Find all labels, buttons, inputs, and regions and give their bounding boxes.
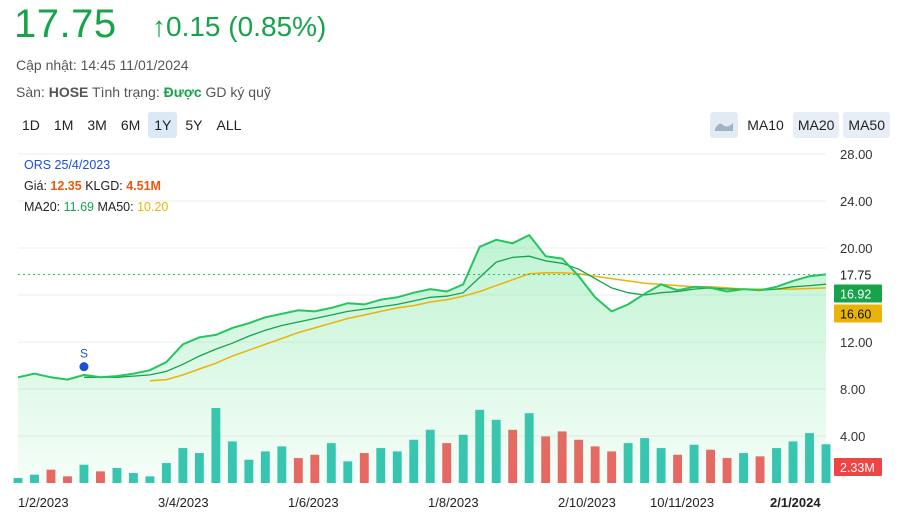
status-value: Được <box>163 84 202 100</box>
ma20-tag-bg <box>834 284 882 303</box>
area-chart-icon <box>715 123 734 131</box>
range-selector: 1D 1M 3M 6M 1Y 5Y ALL <box>16 112 247 138</box>
tooltip-ma50-label: MA50: <box>97 200 134 214</box>
price-area <box>18 235 826 483</box>
ma20-tag: 16.92 <box>834 284 882 303</box>
tooltip-ma20-value: 11.69 <box>63 200 94 214</box>
ma20-line <box>84 255 827 378</box>
y-tick-label: 8.00 <box>840 382 865 397</box>
tooltip-ma-line: MA20: 11.69 MA50: 10.20 <box>24 200 168 214</box>
x-tick-label: 2/10/2023 <box>558 495 616 510</box>
price-line <box>17 233 827 381</box>
last-price-tag-bg <box>834 265 882 284</box>
exchange-value: HOSE <box>48 84 89 100</box>
tooltip-price-line: Giá: 12.35 KLGD: 4.51M <box>24 179 161 193</box>
signal-marker-label: S <box>80 347 88 361</box>
tooltip-ma20-label: MA20: <box>24 200 61 214</box>
area-chart-toggle[interactable] <box>710 112 739 138</box>
last-price-tag: 17.75 <box>834 265 882 284</box>
range-6m-button[interactable]: 6M <box>120 117 141 133</box>
exchange-line: Sàn: HOSE Tình trạng: Được GD ký quỹ <box>16 84 271 100</box>
signal-marker-dot <box>79 362 89 372</box>
range-3m-button[interactable]: 3M <box>87 117 107 133</box>
x-tick-label: 2/1/2024 <box>770 495 821 510</box>
x-tick-label: 10/11/2023 <box>650 495 714 510</box>
x-tick-label: 1/8/2023 <box>428 495 479 510</box>
price-change: ↑0.15 (0.85%) <box>152 11 327 42</box>
x-tick-label: 3/4/2023 <box>158 495 209 510</box>
volume-tag-text: 2.33M <box>840 461 875 475</box>
y-tick-label: 20.00 <box>840 241 873 256</box>
y-tick-label: 28.00 <box>840 147 873 162</box>
exchange-label: Sàn: <box>16 84 45 100</box>
ma50-tag-bg <box>834 304 882 323</box>
tooltip-price-label: Giá: <box>24 179 47 193</box>
volume-tag-bg <box>834 458 882 476</box>
ma50-button[interactable]: MA50 <box>843 112 890 138</box>
y-tick-label: 24.00 <box>840 194 873 209</box>
range-1m-button[interactable]: 1M <box>53 117 74 133</box>
status-label: Tình trạng: <box>92 84 160 100</box>
range-1d-button[interactable]: 1D <box>22 117 40 133</box>
ma-toggles: MA10 MA20 MA50 <box>710 112 890 138</box>
ma50-tag-text: 16.60 <box>840 307 871 321</box>
updated-value: 14:45 11/01/2024 <box>80 57 189 73</box>
ma50-tag: 16.60 <box>834 304 882 323</box>
range-5y-button[interactable]: 5Y <box>185 117 203 133</box>
updated-label: Cập nhật: <box>16 57 77 73</box>
ma20-tag-text: 16.92 <box>840 287 871 301</box>
tooltip-price-value: 12.35 <box>50 179 82 193</box>
x-tick-label: 1/6/2023 <box>288 495 339 510</box>
x-tick-label: 1/2/2023 <box>18 495 69 510</box>
ma20-button[interactable]: MA20 <box>792 112 840 138</box>
ma50-line <box>149 271 827 382</box>
y-tick-label: 12.00 <box>840 335 873 350</box>
updated-line: Cập nhật: 14:45 11/01/2024 <box>16 57 189 73</box>
y-tick-label: 4.00 <box>840 429 865 444</box>
tooltip-volume-label: KLGD: <box>85 179 123 193</box>
tooltip-volume-value: 4.51M <box>126 179 161 193</box>
tooltip-ma50-value: 10.20 <box>137 200 169 214</box>
last-price: 17.75 <box>14 2 117 46</box>
volume-tag: 2.33M <box>834 458 882 476</box>
range-1y-button[interactable]: 1Y <box>148 112 178 138</box>
status-suffix: GD ký quỹ <box>205 84 271 100</box>
range-all-button[interactable]: ALL <box>216 117 242 133</box>
ma10-button[interactable]: MA10 <box>747 117 784 133</box>
last-price-tag-text: 17.75 <box>840 268 871 282</box>
tooltip-title: ORS 25/4/2023 <box>24 158 111 172</box>
